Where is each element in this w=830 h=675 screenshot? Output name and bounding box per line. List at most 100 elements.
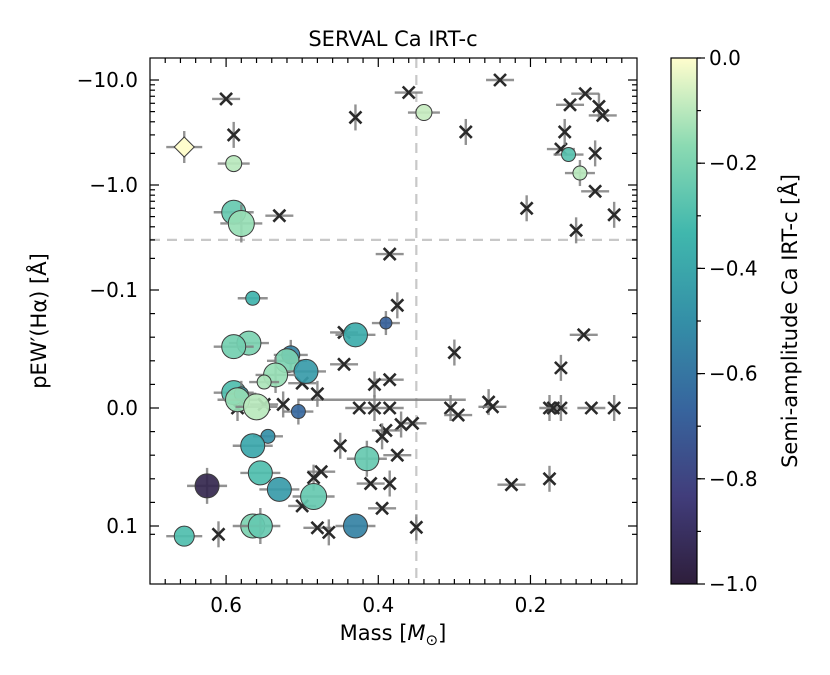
cross-stroke [447, 345, 462, 360]
cross-stroke [390, 448, 405, 463]
cross-stroke [588, 146, 603, 161]
colorbar-label: Semi-amplitude Ca IRT-c [Å] [776, 174, 802, 468]
cross-stroke [485, 399, 500, 414]
detection-circle [342, 513, 368, 539]
non-detection-marker [211, 521, 226, 548]
non-detection-marker [577, 401, 606, 415]
non-detection-marker [310, 380, 325, 407]
detection-marker [232, 433, 273, 459]
cross-stroke [458, 125, 473, 139]
detection-circle [243, 393, 271, 421]
non-detection-marker [588, 140, 603, 167]
non-detection-marker [333, 432, 348, 459]
non-detection-marker [447, 339, 462, 366]
detection-circle [245, 290, 261, 306]
detection-circle [379, 316, 393, 330]
cross-stroke [595, 108, 610, 123]
non-detection-marker [321, 519, 336, 546]
non-detection-marker [607, 395, 622, 421]
non-detection-marker [390, 292, 405, 319]
cross-stroke [563, 97, 577, 112]
colorbar [670, 57, 698, 585]
non-detection-marker [569, 217, 584, 244]
cross-stroke [382, 247, 397, 261]
detection-marker [259, 476, 300, 502]
detection-marker [335, 322, 376, 348]
cross-stroke [219, 92, 234, 106]
detection-circle [225, 155, 243, 173]
cross-stroke [557, 125, 572, 139]
non-detection-marker [367, 395, 382, 421]
detection-marker [240, 460, 281, 486]
detection-marker [220, 204, 263, 243]
detection-diamond [173, 136, 195, 158]
x-tick-label: 0.2 [515, 593, 547, 617]
cross-stroke [333, 438, 348, 453]
cross-stroke [443, 401, 458, 415]
detection-circle [266, 476, 292, 502]
non-detection-marker [303, 520, 332, 535]
cross-stroke [588, 184, 603, 199]
detection-circle [240, 433, 266, 459]
cross-stroke [569, 223, 584, 238]
y-tick-label: 0.1 [106, 514, 138, 538]
cross-stroke [272, 208, 287, 223]
detection-marker [217, 155, 250, 173]
chart-title: SERVAL Ca IRT-c [308, 27, 477, 51]
non-detection-marker [394, 85, 423, 100]
cross-stroke [226, 127, 241, 142]
detection-marker [335, 513, 376, 539]
cross-stroke [375, 501, 390, 516]
non-detection-marker [348, 104, 363, 131]
non-detection-marker [276, 391, 291, 418]
detection-circle [354, 446, 380, 472]
non-detection-marker [375, 423, 390, 450]
detection-marker [166, 131, 203, 164]
non-detection-marker [556, 97, 585, 112]
cross-stroke [553, 360, 568, 375]
cross-stroke [390, 298, 405, 313]
colorbar-tick-label: −0.8 [709, 467, 758, 491]
cross-stroke [553, 142, 568, 156]
non-detection-marker [265, 208, 294, 223]
non-detection-marker [375, 247, 404, 261]
detection-marker [553, 147, 584, 163]
detection-circle [293, 358, 319, 384]
y-axis-title: pEW′(Hα) [Å] [25, 253, 51, 389]
non-detection-marker [394, 411, 409, 438]
cross-stroke [607, 207, 622, 222]
non-detection-marker [557, 118, 572, 145]
detection-marker [187, 467, 228, 504]
detection-marker [564, 160, 595, 187]
cross-stroke [542, 471, 557, 486]
non-detection-marker [571, 86, 600, 101]
non-detection-marker [553, 395, 568, 421]
non-detection-marker [345, 401, 374, 415]
non-detection-marker [444, 408, 473, 422]
y-tick-label: 0.0 [106, 396, 138, 420]
detection-marker [240, 508, 281, 544]
detection-circle [227, 209, 255, 237]
non-detection-marker [497, 477, 526, 492]
cross-stroke [382, 372, 397, 387]
cross-stroke [584, 401, 599, 415]
non-detection-marker [553, 354, 568, 381]
cross-stroke [211, 527, 226, 542]
colorbar-tick-label: −0.6 [709, 362, 758, 386]
cross-stroke [367, 401, 382, 415]
detection-marker [213, 334, 254, 360]
non-detection-marker [409, 514, 424, 541]
detection-circle [300, 483, 328, 510]
detection-circle [194, 473, 220, 499]
detection-marker [235, 393, 278, 421]
non-detection-marker [383, 448, 412, 463]
cross-stroke [401, 85, 416, 100]
cross-stroke [382, 476, 397, 491]
cross-stroke [394, 417, 409, 432]
cross-stroke [405, 416, 420, 431]
cross-stroke [276, 397, 291, 412]
cross-stroke [321, 525, 336, 540]
non-detection-marker [542, 465, 557, 492]
colorbar-tick-label: −1.0 [709, 572, 758, 596]
